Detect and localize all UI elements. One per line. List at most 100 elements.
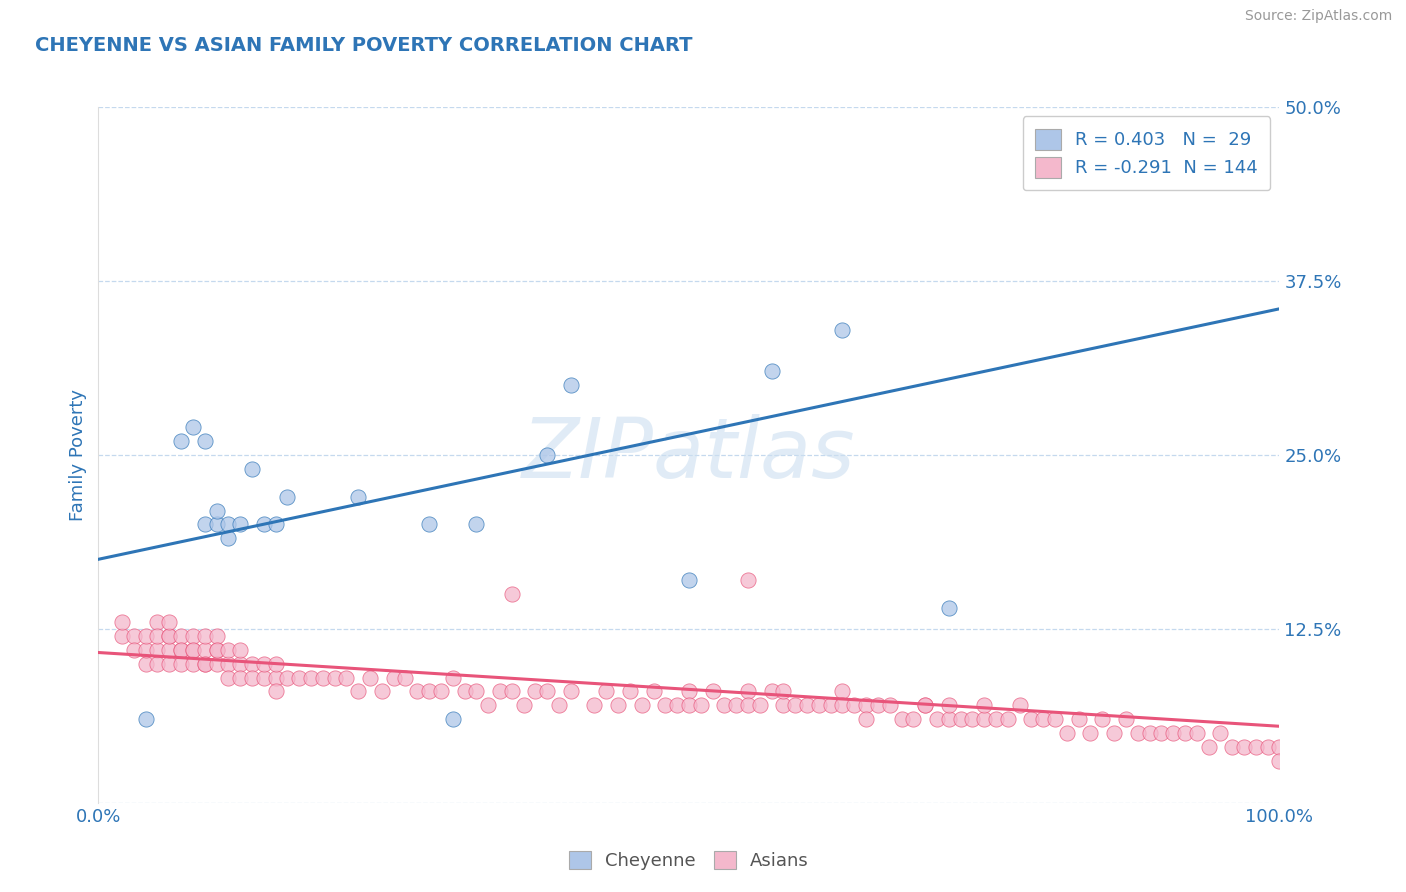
Point (146, 615, 169, 629)
Point (135, 642, 157, 657)
Point (1150, 726, 1173, 740)
Point (371, 684, 394, 698)
Point (879, 698, 901, 713)
Point (702, 684, 724, 698)
Point (772, 698, 794, 713)
Point (205, 642, 228, 657)
Point (1126, 726, 1149, 740)
Point (512, 698, 534, 713)
Point (264, 517, 287, 532)
Point (831, 698, 853, 713)
Point (524, 684, 547, 698)
Point (394, 671, 416, 685)
Point (146, 657, 169, 671)
Point (477, 698, 499, 713)
Point (441, 712, 464, 726)
Point (122, 629, 145, 643)
Point (347, 684, 370, 698)
Point (170, 629, 193, 643)
Point (264, 684, 287, 698)
Point (761, 684, 783, 698)
Point (157, 657, 180, 671)
Point (229, 657, 252, 671)
Point (914, 698, 936, 713)
Point (796, 698, 818, 713)
Point (170, 434, 193, 448)
Point (1021, 712, 1043, 726)
Point (264, 657, 287, 671)
Point (938, 712, 960, 726)
Point (1198, 740, 1220, 755)
Point (689, 698, 711, 713)
Point (418, 517, 440, 532)
Point (678, 573, 700, 587)
Point (890, 712, 912, 726)
Point (217, 657, 239, 671)
Point (253, 517, 276, 532)
Point (194, 642, 217, 657)
Point (205, 657, 228, 671)
Point (737, 698, 759, 713)
Point (1209, 726, 1232, 740)
Point (1032, 712, 1054, 726)
Point (1115, 712, 1137, 726)
Point (1056, 726, 1078, 740)
Point (146, 629, 169, 643)
Point (962, 712, 984, 726)
Point (323, 671, 346, 685)
Point (205, 517, 228, 532)
Point (984, 712, 1007, 726)
Point (831, 684, 853, 698)
Text: Source: ZipAtlas.com: Source: ZipAtlas.com (1244, 9, 1392, 23)
Point (619, 684, 641, 698)
Point (418, 684, 440, 698)
Point (229, 671, 252, 685)
Point (229, 517, 252, 532)
Point (501, 684, 523, 698)
Text: CHEYENNE VS ASIAN FAMILY POVERTY CORRELATION CHART: CHEYENNE VS ASIAN FAMILY POVERTY CORRELA… (35, 36, 693, 54)
Point (678, 698, 700, 713)
Point (157, 629, 180, 643)
Point (276, 671, 298, 685)
Point (181, 420, 204, 434)
Point (855, 698, 877, 713)
Point (654, 698, 676, 713)
Point (205, 642, 228, 657)
Point (465, 684, 488, 698)
Point (761, 364, 783, 378)
Point (157, 629, 180, 643)
Point (595, 684, 617, 698)
Point (737, 573, 759, 587)
Point (785, 698, 807, 713)
Point (831, 323, 853, 337)
Point (217, 671, 239, 685)
Point (181, 642, 204, 657)
Point (312, 671, 335, 685)
Point (630, 698, 652, 713)
Point (205, 629, 228, 643)
Point (430, 684, 453, 698)
Point (1220, 740, 1243, 755)
Point (276, 490, 298, 504)
Point (914, 698, 936, 713)
Point (666, 698, 689, 713)
Point (1233, 740, 1256, 755)
Point (347, 490, 370, 504)
Point (607, 698, 630, 713)
Y-axis label: Family Poverty: Family Poverty (69, 389, 87, 521)
Point (938, 698, 960, 713)
Point (678, 684, 700, 698)
Point (997, 712, 1019, 726)
Point (217, 532, 239, 546)
Legend: Cheyenne, Asians: Cheyenne, Asians (562, 844, 815, 877)
Point (240, 462, 263, 476)
Point (1080, 726, 1102, 740)
Point (170, 657, 193, 671)
Point (855, 712, 877, 726)
Point (253, 671, 276, 685)
Point (194, 517, 217, 532)
Point (489, 684, 512, 698)
Point (382, 671, 405, 685)
Point (1115, 169, 1137, 184)
Point (1244, 740, 1267, 755)
